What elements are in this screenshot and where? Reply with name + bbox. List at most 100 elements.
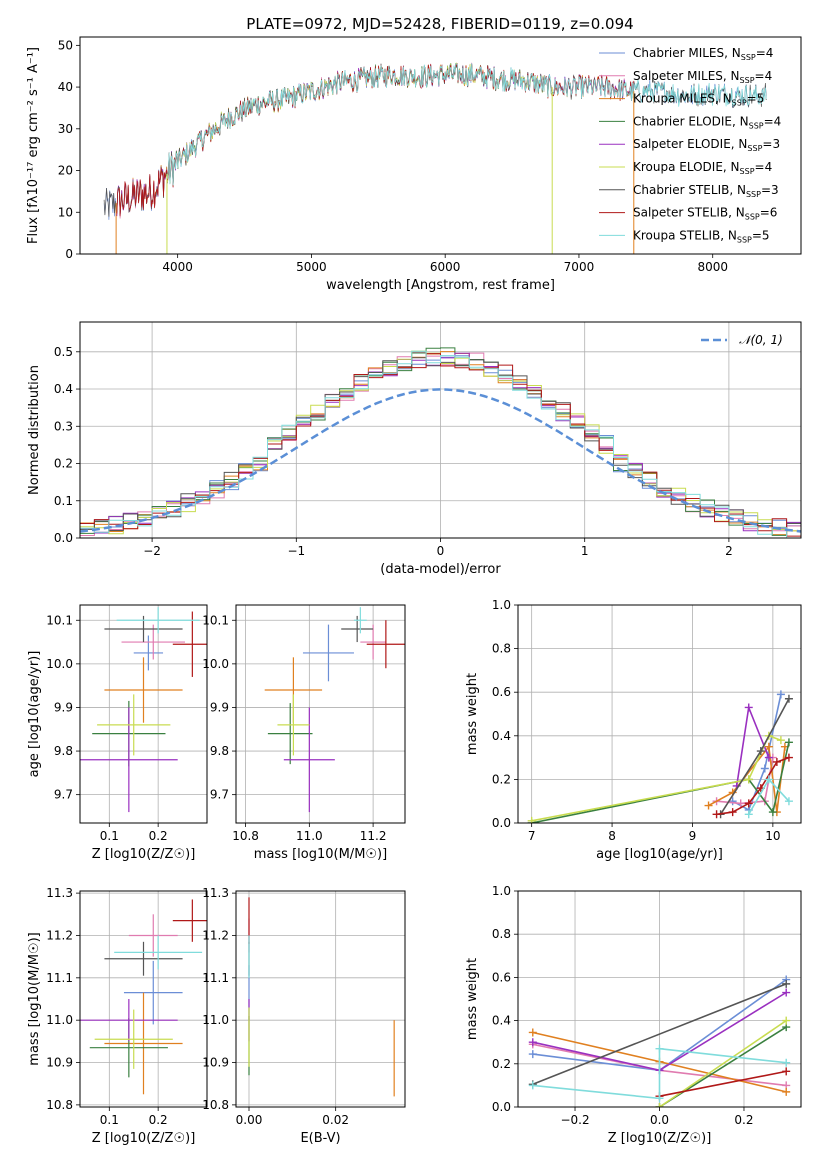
plot-area bbox=[264, 607, 405, 813]
weight-marker bbox=[782, 1067, 791, 1076]
panel-5: 0.1 0.2 10.8 10.9 11.0 11.1 11.2 11.3 Z [log10(Z… bbox=[27, 886, 208, 1146]
weight-marker bbox=[704, 801, 713, 810]
x-tick-label: 0 bbox=[437, 544, 445, 558]
figure-title: PLATE=0972, MJD=52428, FIBERID=0119, z=0… bbox=[246, 15, 633, 33]
y-tick-label: 1.0 bbox=[492, 884, 511, 898]
x-tick-label: 6000 bbox=[430, 260, 461, 274]
x-axis-label: mass [log10(M/M☉)] bbox=[254, 847, 387, 862]
weight-marker bbox=[764, 753, 773, 762]
y-tick-label: 9.7 bbox=[210, 788, 229, 802]
axes-frame bbox=[517, 890, 802, 1108]
weight-marker bbox=[655, 1094, 664, 1103]
x-tick-label: 8 bbox=[608, 829, 616, 843]
legend-label: Salpeter STELIB, NSSP=6 bbox=[633, 206, 777, 222]
weight-marker bbox=[655, 1044, 664, 1053]
y-tick-label: 11.3 bbox=[46, 886, 73, 900]
plot-area bbox=[103, 62, 767, 254]
legend-label: Salpeter MILES, NSSP=4 bbox=[633, 69, 772, 85]
x-axis-label: Z [log10(Z/Z☉)] bbox=[92, 847, 196, 862]
x-axis-label: Z [log10(Z/Z☉)] bbox=[92, 1131, 196, 1146]
weight-marker bbox=[528, 1081, 537, 1090]
legend-label: Chabrier STELIB, NSSP=3 bbox=[633, 183, 779, 199]
legend-label: Kroupa MILES, NSSP=5 bbox=[633, 92, 764, 108]
y-tick-label: 10.9 bbox=[46, 1056, 73, 1070]
panels: 4000 5000 6000 7000 800001020304050wavelengt… bbox=[26, 36, 802, 1146]
weight-marker bbox=[782, 1087, 791, 1096]
x-tick-label: 10.8 bbox=[232, 829, 259, 843]
weight-marker bbox=[782, 988, 791, 997]
spectrum-model-line bbox=[167, 63, 767, 186]
panel-4: 7 8 9 10 0.0 0.2 0.4 0.6 0.8 1.0 age [log10(age/yr… bbox=[465, 598, 802, 862]
weight-marker bbox=[744, 703, 753, 712]
x-tick-label: 0.1 bbox=[100, 829, 119, 843]
y-tick-label: 10 bbox=[58, 205, 73, 219]
x-tick-label: 5000 bbox=[296, 260, 327, 274]
y-tick-label: 1.0 bbox=[492, 598, 511, 612]
weight-marker bbox=[528, 1028, 537, 1037]
weight-marker bbox=[728, 797, 737, 806]
y-tick-label: 0.1 bbox=[54, 494, 73, 508]
weight-marker bbox=[782, 979, 791, 988]
x-tick-label: 7000 bbox=[564, 260, 595, 274]
x-tick-label: 0.2 bbox=[734, 1113, 753, 1127]
weight-line bbox=[531, 742, 790, 823]
y-tick-label: 10.8 bbox=[202, 1098, 229, 1112]
weight-marker bbox=[744, 810, 753, 819]
weight-marker bbox=[655, 1103, 664, 1107]
weight-marker bbox=[784, 797, 793, 806]
axes-frame bbox=[235, 890, 406, 1108]
y-tick-label: 0 bbox=[65, 247, 73, 261]
weight-line bbox=[659, 1026, 787, 1107]
y-axis-label: mass weight bbox=[465, 958, 480, 1040]
x-tick-label: −2 bbox=[143, 544, 161, 558]
y-tick-label: 10.9 bbox=[202, 1056, 229, 1070]
y-tick-label: 0.2 bbox=[492, 772, 511, 786]
y-tick-label: 0.6 bbox=[492, 970, 511, 984]
weight-marker bbox=[784, 753, 793, 762]
x-tick-label: 7 bbox=[528, 829, 536, 843]
weight-line bbox=[532, 983, 787, 1086]
axes-frame bbox=[79, 604, 208, 824]
y-tick-label: 10.1 bbox=[202, 613, 229, 627]
y-tick-label: 20 bbox=[58, 164, 73, 178]
y-tick-label: 10.1 bbox=[46, 613, 73, 627]
weight-marker bbox=[772, 757, 781, 766]
weight-marker bbox=[744, 775, 753, 784]
x-tick-label: 0.2 bbox=[149, 1113, 168, 1127]
panel-7: −0.2 0.0 0.2 0.0 0.2 0.4 0.6 0.8 1.0 Z [log10(Z/Z… bbox=[465, 884, 802, 1146]
legend-label: Chabrier MILES, NSSP=4 bbox=[633, 46, 773, 62]
x-tick-label: −1 bbox=[287, 544, 305, 558]
weight-marker bbox=[744, 799, 753, 808]
legend-label: Chabrier ELODIE, NSSP=4 bbox=[633, 114, 781, 130]
weight-marker bbox=[782, 1016, 791, 1025]
x-tick-label: 8000 bbox=[697, 260, 728, 274]
weight-marker bbox=[527, 816, 536, 823]
x-tick-label: 11.2 bbox=[360, 829, 387, 843]
x-tick-label: 0.2 bbox=[149, 829, 168, 843]
weight-marker bbox=[528, 1050, 537, 1059]
y-tick-label: 0.2 bbox=[54, 457, 73, 471]
x-tick-label: 0.00 bbox=[236, 1113, 263, 1127]
y-axis-label: age [log10(age/yr)] bbox=[27, 651, 42, 778]
y-tick-label: 9.9 bbox=[210, 700, 229, 714]
y-tick-label: 11.0 bbox=[202, 1013, 229, 1027]
residual-histogram bbox=[80, 350, 801, 538]
x-axis-label: age [log10(age/yr)] bbox=[596, 847, 723, 862]
y-tick-label: 0.0 bbox=[54, 531, 73, 545]
y-tick-label: 0.3 bbox=[54, 419, 73, 433]
y-tick-label: 11.1 bbox=[46, 971, 73, 985]
weight-marker bbox=[728, 808, 737, 817]
weight-line bbox=[532, 1047, 787, 1100]
panel-3: 10.8 11.0 11.2 9.7 9.8 9.9 10.0 10.1 mass [log10… bbox=[202, 604, 406, 862]
panel-1: −2 −1 0 1 2 0.0 0.1 0.2 0.3 0.4 0.5 (data-model)/er… bbox=[27, 321, 802, 577]
axes-frame bbox=[235, 604, 406, 824]
weight-marker bbox=[782, 1058, 791, 1067]
y-tick-label: 0.0 bbox=[492, 816, 511, 830]
weight-marker bbox=[776, 690, 785, 699]
plot-area bbox=[528, 975, 791, 1107]
axes-frame bbox=[517, 604, 802, 824]
y-tick-label: 11.2 bbox=[202, 928, 229, 942]
y-tick-label: 30 bbox=[58, 122, 73, 136]
weight-line bbox=[531, 734, 782, 822]
y-tick-label: 11.2 bbox=[46, 928, 73, 942]
